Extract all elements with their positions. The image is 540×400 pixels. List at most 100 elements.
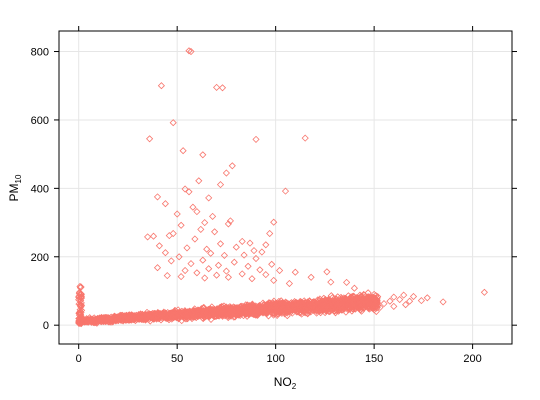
data-point bbox=[175, 253, 183, 261]
data-point bbox=[268, 260, 276, 268]
data-point bbox=[396, 295, 404, 304]
x-tick-label: 200 bbox=[463, 353, 481, 365]
data-point bbox=[77, 293, 85, 301]
data-point bbox=[309, 298, 317, 306]
data-point bbox=[373, 296, 381, 304]
data-point bbox=[324, 296, 332, 304]
data-point bbox=[301, 305, 309, 313]
data-point bbox=[288, 301, 296, 310]
data-point bbox=[439, 298, 447, 306]
data-point bbox=[197, 225, 205, 233]
data-point bbox=[255, 308, 263, 316]
data-point bbox=[203, 245, 211, 253]
data-point bbox=[207, 249, 215, 257]
data-point bbox=[252, 135, 260, 143]
data-point bbox=[244, 262, 252, 270]
data-point bbox=[324, 301, 332, 309]
data-point bbox=[253, 311, 261, 319]
data-point bbox=[76, 301, 84, 309]
data-point bbox=[185, 310, 193, 318]
data-point bbox=[112, 317, 120, 325]
data-point bbox=[91, 315, 99, 323]
x-tick-label: 100 bbox=[266, 353, 284, 365]
data-point bbox=[233, 305, 241, 313]
data-point bbox=[213, 83, 221, 91]
data-point bbox=[322, 301, 330, 309]
data-point bbox=[161, 312, 169, 320]
data-point bbox=[169, 229, 177, 238]
data-point bbox=[77, 290, 85, 298]
data-point bbox=[337, 297, 345, 305]
data-point bbox=[318, 299, 326, 307]
data-point bbox=[224, 314, 232, 322]
data-point bbox=[213, 309, 221, 317]
data-point bbox=[301, 134, 309, 142]
data-point bbox=[155, 242, 163, 250]
data-point bbox=[318, 306, 326, 314]
data-point bbox=[281, 187, 290, 195]
data-point bbox=[172, 312, 180, 320]
data-point bbox=[283, 312, 291, 320]
data-point bbox=[189, 203, 197, 211]
data-point bbox=[252, 311, 260, 319]
data-point bbox=[199, 256, 207, 264]
data-point bbox=[238, 308, 246, 317]
data-point bbox=[157, 82, 165, 90]
data-point bbox=[248, 275, 256, 283]
data-point bbox=[262, 241, 270, 249]
data-point bbox=[480, 288, 488, 296]
data-point bbox=[353, 298, 361, 306]
data-point bbox=[116, 315, 125, 323]
data-point bbox=[417, 297, 425, 305]
data-point bbox=[331, 304, 339, 312]
data-point bbox=[209, 310, 217, 319]
x-axis-title-subscript: 2 bbox=[292, 382, 297, 391]
data-point bbox=[209, 212, 217, 220]
data-point bbox=[117, 314, 125, 322]
data-point bbox=[390, 302, 398, 310]
data-point bbox=[272, 302, 280, 310]
data-point bbox=[330, 297, 339, 305]
data-point bbox=[327, 278, 335, 286]
data-point bbox=[349, 305, 357, 313]
data-point bbox=[228, 162, 236, 170]
data-point bbox=[167, 257, 175, 265]
data-point bbox=[370, 306, 378, 314]
data-point bbox=[187, 47, 195, 56]
data-point bbox=[339, 296, 347, 304]
data-point bbox=[222, 267, 230, 275]
data-point bbox=[181, 266, 189, 275]
data-point bbox=[185, 47, 193, 55]
data-point bbox=[77, 301, 85, 309]
data-points bbox=[75, 47, 488, 328]
data-point bbox=[370, 290, 378, 298]
data-point bbox=[77, 308, 85, 317]
data-point bbox=[216, 181, 225, 189]
data-point bbox=[304, 307, 312, 315]
data-point bbox=[195, 308, 203, 316]
data-point bbox=[238, 237, 246, 245]
x-axis-title: NO2 bbox=[274, 375, 297, 391]
data-point bbox=[147, 311, 155, 320]
data-point bbox=[179, 147, 187, 155]
data-point bbox=[77, 294, 85, 302]
data-point bbox=[248, 307, 256, 315]
data-point bbox=[338, 306, 346, 314]
data-point bbox=[180, 314, 188, 322]
data-point bbox=[193, 208, 201, 216]
data-point bbox=[307, 273, 315, 281]
y-axis-title-main: PM bbox=[7, 183, 21, 201]
y-tick-label: 800 bbox=[31, 47, 49, 59]
data-point bbox=[185, 188, 193, 196]
data-point bbox=[349, 297, 358, 305]
x-tick-label: 0 bbox=[76, 353, 82, 365]
y-axis-title: PM10 bbox=[7, 174, 23, 201]
data-point bbox=[181, 185, 189, 193]
data-point bbox=[125, 314, 133, 322]
data-point bbox=[177, 273, 185, 281]
data-point bbox=[132, 313, 140, 321]
data-point bbox=[331, 303, 339, 311]
data-point bbox=[312, 299, 320, 307]
data-point bbox=[187, 260, 195, 268]
